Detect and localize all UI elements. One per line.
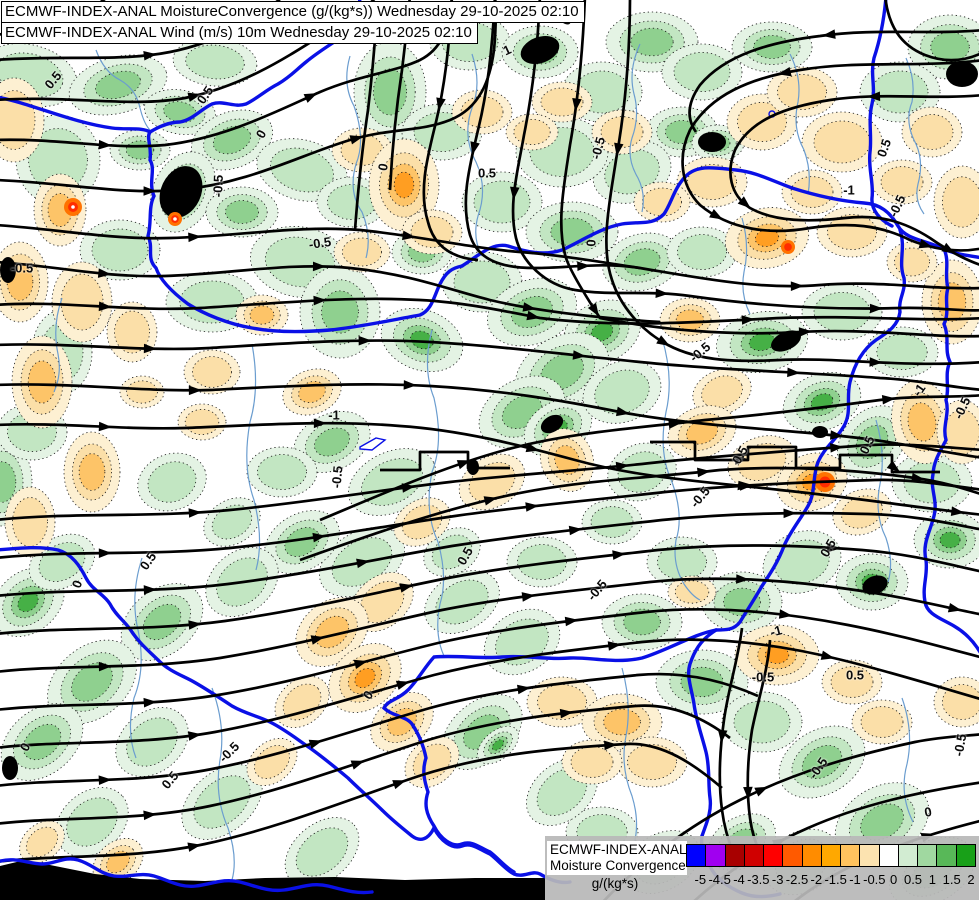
contour-label: -1 — [843, 182, 855, 198]
colorbar-cell — [686, 844, 707, 867]
colorbar-tick: 0.5 — [903, 872, 923, 887]
contour-label: -0.5 — [751, 669, 775, 685]
map-title-line1: ECMWF-INDEX-ANAL MoistureConvergence (g/… — [1, 1, 585, 23]
colorbar-tick: -3.5 — [747, 872, 770, 887]
colorbar-cell — [917, 844, 938, 867]
colorbar-tick: -0.5 — [863, 872, 886, 887]
legend-title-box: ECMWF-INDEX-ANAL Moisture Convergence — [547, 841, 687, 875]
contour-label: 0 — [583, 239, 599, 247]
colorbar-cell — [878, 844, 899, 867]
legend-field-name: Moisture Convergence — [550, 858, 686, 873]
colorbar-cell — [936, 844, 957, 867]
legend-colorbar — [686, 844, 976, 867]
colorbar-cell — [955, 844, 976, 867]
contour-label: -1 — [328, 407, 340, 423]
colorbar-tick: -1.5 — [824, 872, 847, 887]
colorbar-cell — [801, 844, 822, 867]
colorbar-tick: -4 — [733, 872, 745, 887]
colorbar-cell — [820, 844, 842, 867]
colorbar-tick: -2.5 — [785, 872, 809, 887]
legend-model-name: ECMWF-INDEX-ANAL — [550, 842, 687, 857]
colorbar-tick: 1 — [928, 872, 936, 887]
contour-label: -0.5 — [10, 260, 34, 276]
colorbar-cell — [705, 844, 726, 867]
colorbar-tick: -3 — [771, 872, 784, 887]
colorbar-tick: -2 — [810, 872, 823, 887]
contour-label: -0.5 — [210, 174, 226, 198]
contour-label: 0.5 — [845, 667, 865, 683]
colorbar-tick: 1.5 — [942, 872, 961, 887]
colorbar-cell — [897, 844, 919, 867]
map-title-line2: ECMWF-INDEX-ANAL Wind (m/s) 10m Wednesda… — [1, 22, 478, 44]
colorbar-tick: -1 — [849, 872, 861, 887]
colorbar-tick: -4.5 — [708, 872, 731, 887]
contour-label: -0.5 — [328, 465, 346, 489]
legend-units-label: g/(kg*s) — [591, 876, 639, 891]
colorbar-cell — [724, 844, 745, 867]
colorbar-cell — [763, 844, 784, 867]
colorbar-cell — [782, 844, 803, 867]
colorbar-tick: 0 — [890, 872, 898, 887]
contour-label: -0.5 — [307, 234, 333, 252]
colorbar-tick: 2 — [967, 872, 975, 887]
contour-label: 0.5 — [477, 165, 497, 181]
colorbar-tick: -5 — [694, 872, 707, 887]
colorbar-cell — [859, 844, 880, 867]
colorbar-cell — [840, 844, 861, 867]
colorbar-cell — [743, 844, 765, 867]
